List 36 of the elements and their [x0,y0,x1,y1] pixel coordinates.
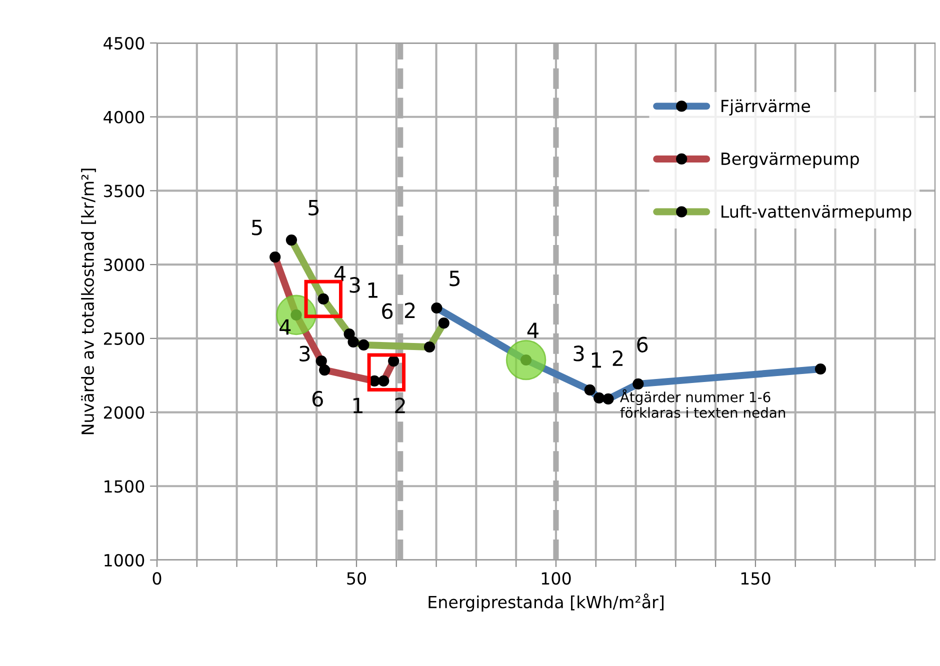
annotation: 2 [612,350,623,366]
annotation: 6 [312,390,323,407]
y-tick-label: 4000 [104,110,144,124]
annotation: 1 [353,398,362,414]
legend-label: Fjärrvärme [722,99,810,116]
annotation: 5 [450,270,460,286]
y-tick-label: 4500 [104,36,144,50]
y-axis-title: Nuvärde av totalkostnad [kr/m²] [81,168,96,434]
y-tick-label: 1500 [104,480,144,493]
x-tick-label: 0 [152,572,162,585]
annotation: 3 [574,346,584,362]
annotation: 4 [334,266,346,282]
x-tick-label: 150 [741,572,770,585]
x-axis-title: Energiprestanda [kWh/m²år] [428,593,664,612]
annotation: 6 [637,336,648,352]
annotation: 2 [404,302,415,318]
y-tick-label: 1000 [104,554,144,567]
annotation: 1 [368,282,378,298]
x-tick-label: 50 [347,572,366,585]
annotation: 6 [382,303,393,320]
y-tick-label: 2000 [104,406,144,419]
annotation: 5 [252,220,262,236]
annotation: 4 [280,319,291,335]
legend-label: Luft-vattenvärmepump [722,204,912,222]
annotation: 2 [395,398,405,414]
annotation: 4 [527,322,538,338]
x-tick-label: 100 [542,572,571,585]
annotation: 3 [350,277,360,293]
y-tick-label: 3000 [104,258,144,272]
annotation: 5 [308,200,318,216]
annotation: 1 [592,352,601,368]
legend-label: Bergvärmepump [722,152,859,168]
annotation: Åtgärder nummer 1-6 förklaras i texten nedan [620,389,786,418]
y-tick-label: 3500 [104,184,144,198]
y-tick-label: 2500 [104,332,144,345]
annotation: 3 [300,346,310,362]
